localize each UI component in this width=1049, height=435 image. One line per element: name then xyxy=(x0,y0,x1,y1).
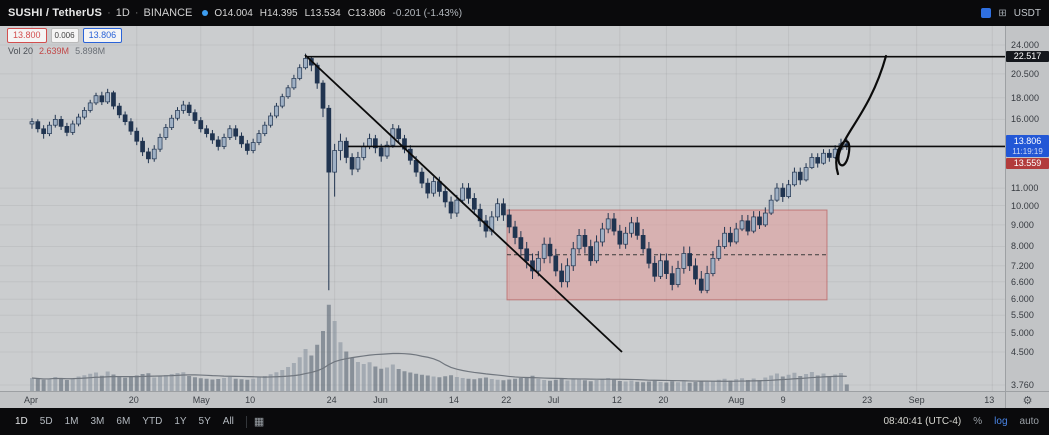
volume-current-value: 2.639M xyxy=(39,46,70,56)
time-axis-label: Jul xyxy=(547,395,560,405)
line-price-badge: 22.517 xyxy=(1006,50,1049,62)
time-axis-label: 23 xyxy=(862,395,873,405)
price-scale-label: 18.000 xyxy=(1011,92,1040,103)
last-price-badge: 13.806 11:19:19 xyxy=(1006,135,1049,158)
low-value: L13.534 xyxy=(304,7,341,19)
projection-curve[interactable] xyxy=(835,54,888,176)
separator: · xyxy=(107,7,111,19)
scale-settings-corner[interactable]: ⚙ xyxy=(1005,392,1049,408)
price-scale-label: 8.000 xyxy=(1011,241,1035,252)
market-status-dot-icon xyxy=(202,10,209,16)
time-axis-label: 14 xyxy=(448,395,459,405)
log-scale-toggle[interactable]: log xyxy=(994,416,1008,427)
separator: · xyxy=(134,7,139,19)
price-scale-label: 5.500 xyxy=(1011,310,1035,321)
price-scale-label: 11.000 xyxy=(1011,183,1039,194)
price-scale-label: 16.000 xyxy=(1011,114,1040,125)
range-button-5y[interactable]: 5Y xyxy=(198,416,211,427)
time-axis-label: Jun xyxy=(373,395,388,405)
time-axis-label: May xyxy=(192,395,210,405)
chart-canvas[interactable]: 13.800 0.006 13.806 Vol 20 2.639M 5.898M xyxy=(0,26,1005,391)
top-toolbar: SUSHI / TetherUS · 1D · BINANCE O14.004 … xyxy=(0,0,1049,26)
time-scale[interactable]: Apr 20 May 10 24 Jun 14 22 Jul 12 20 Aug 9 23 Sep 13 xyxy=(0,392,1005,408)
calendar-icon[interactable]: ▦ xyxy=(253,416,265,428)
range-button-5d[interactable]: 5D xyxy=(39,416,53,427)
interval-button[interactable]: 1D xyxy=(115,7,130,19)
change-value: -0.201 (-1.43%) xyxy=(392,7,463,19)
volume-bars xyxy=(30,304,849,391)
range-button-ytd[interactable]: YTD xyxy=(142,416,163,427)
time-axis-label: Aug xyxy=(728,395,745,405)
high-value: H14.395 xyxy=(259,7,298,19)
time-axis-label: 10 xyxy=(245,395,256,405)
percent-scale-toggle[interactable]: % xyxy=(973,416,983,427)
price-scale-label: 10.000 xyxy=(1011,200,1040,211)
grid xyxy=(0,26,1005,391)
bottom-toolbar: 1D 5D 1M 3M 6M YTD 1Y 5Y All ▦ 08:40:41 (UTC-4) … xyxy=(0,408,1049,435)
blue-square-icon[interactable] xyxy=(981,8,992,18)
symbol-button[interactable]: SUSHI / TetherUS xyxy=(8,7,103,19)
price-scale-label: 3.760 xyxy=(1011,379,1035,390)
price-scale-label: 24.000 xyxy=(1011,40,1040,50)
price-scale-label: 9.000 xyxy=(1011,219,1035,230)
time-axis-label: 13 xyxy=(984,395,995,405)
volume-ma-value: 5.898M xyxy=(75,46,106,56)
sell-price-box[interactable]: 13.800 xyxy=(7,28,47,43)
range-button-3m[interactable]: 3M xyxy=(90,416,105,427)
time-axis-label: 9 xyxy=(780,395,786,405)
exchange-label[interactable]: BINANCE xyxy=(143,7,193,19)
range-button-6m[interactable]: 6M xyxy=(116,416,131,427)
time-axis-label: 20 xyxy=(128,395,139,405)
volume-legend: Vol 20 2.639M 5.898M xyxy=(8,46,105,56)
time-axis-label: 24 xyxy=(326,395,337,405)
candlestick-chart[interactable] xyxy=(0,26,1005,391)
range-button-1y[interactable]: 1Y xyxy=(174,416,187,427)
downtrend-line[interactable] xyxy=(304,54,623,353)
price-scale-label: 7.200 xyxy=(1011,260,1035,271)
clock-label[interactable]: 08:40:41 (UTC-4) xyxy=(883,416,962,427)
volume-indicator-label[interactable]: Vol 20 xyxy=(8,46,34,56)
price-scale-label: 5.000 xyxy=(1011,327,1035,338)
price-scale-label: 6.000 xyxy=(1011,294,1035,305)
time-axis-label: Apr xyxy=(24,395,39,405)
quote-currency-label[interactable]: USDT xyxy=(1013,7,1041,19)
ohlc-readout: O14.004 H14.395 L13.534 C13.806 -0.201 (… xyxy=(214,8,462,19)
close-value: C13.806 xyxy=(347,7,386,19)
candles xyxy=(29,53,850,294)
bar-countdown: 11:19:19 xyxy=(1012,147,1043,157)
open-value: O14.004 xyxy=(214,7,253,19)
spread-box: 0.006 xyxy=(50,28,79,43)
buy-price-box[interactable]: 13.806 xyxy=(82,28,123,43)
supply-zone[interactable] xyxy=(506,209,828,301)
alert-price-badge: 13.559 xyxy=(1006,158,1049,170)
price-scale[interactable]: 22.517 13.806 11:19:19 13.559 24.000 20.5… xyxy=(1005,26,1049,391)
price-scale-label: 4.500 xyxy=(1011,347,1035,357)
time-axis-label: 20 xyxy=(658,395,669,405)
settings-gear-icon[interactable]: ⚙ xyxy=(1022,394,1033,407)
toolbar-divider xyxy=(245,415,247,428)
range-button-1m[interactable]: 1M xyxy=(64,416,79,427)
auto-scale-toggle[interactable]: auto xyxy=(1019,416,1039,427)
price-scale-label: 20.500 xyxy=(1011,68,1040,79)
range-button-all[interactable]: All xyxy=(222,416,234,427)
time-axis-label: 12 xyxy=(611,395,622,405)
range-button-1d[interactable]: 1D xyxy=(15,416,28,427)
volume-ma-line xyxy=(31,352,847,382)
time-axis-label: Sep xyxy=(908,395,925,405)
price-scale-label: 6.600 xyxy=(1011,276,1035,287)
grid-icon: ⊞ xyxy=(998,7,1007,19)
time-axis-label: 22 xyxy=(501,395,512,405)
